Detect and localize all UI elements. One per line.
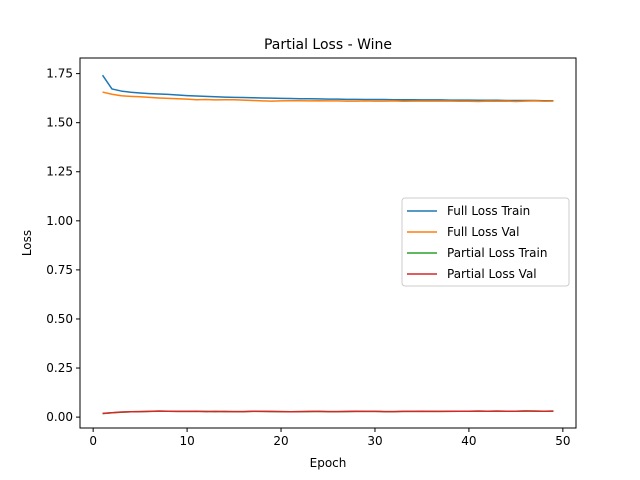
legend-label-full-loss-train: Full Loss Train: [447, 204, 530, 218]
plot-frame: [79, 57, 577, 429]
y-tick-label: 1.25: [46, 165, 73, 179]
chart-title: Partial Loss - Wine: [264, 37, 392, 53]
legend-box: [401, 197, 570, 287]
legend-label-partial-loss-train: Partial Loss Train: [447, 246, 547, 260]
series-line-full-loss-train: [101, 74, 554, 102]
y-tick-label: 1.00: [46, 214, 73, 228]
x-axis: 0 10 20 30 40 50: [89, 428, 570, 448]
y-axis: 0.00 0.25 0.50 0.75 1.00 1.25 1.50 1.75: [46, 67, 80, 424]
series-line-full-loss-val: [102, 91, 554, 103]
legend-label-partial-loss-val: Partial Loss Val: [447, 267, 537, 281]
y-tick-label: 0.00: [46, 410, 73, 424]
legend-label-full-loss-val: Full Loss Val: [447, 225, 519, 239]
y-axis-label: Loss: [20, 230, 34, 256]
series-layer: [101, 74, 554, 415]
x-axis-label: Epoch: [310, 456, 347, 470]
y-tick-label: 0.75: [46, 263, 73, 277]
y-tick-label: 1.75: [46, 67, 73, 81]
x-tick-label: 10: [179, 434, 194, 448]
x-tick-label: 30: [367, 434, 382, 448]
plot-area: [79, 57, 577, 429]
y-tick-label: 0.50: [46, 312, 73, 326]
y-tick-label: 1.50: [46, 116, 73, 130]
series-line-partial-loss-val: [102, 410, 554, 415]
x-tick-label: 50: [555, 434, 570, 448]
legend: Full Loss Train Full Loss Val Partial Loss…: [401, 197, 570, 287]
x-tick-label: 40: [461, 434, 476, 448]
y-tick-label: 0.25: [46, 361, 73, 375]
x-tick-label: 20: [273, 434, 288, 448]
x-tick-label: 0: [89, 434, 97, 448]
